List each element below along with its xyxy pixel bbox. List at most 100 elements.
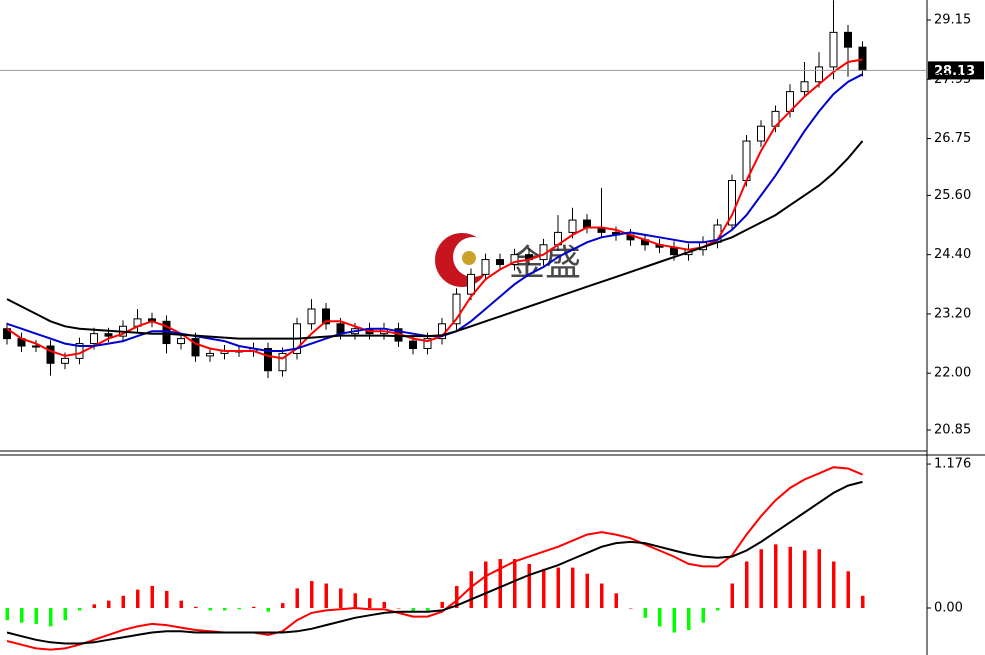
histogram-bar [469,571,473,608]
histogram-bar [687,607,691,631]
candle-body [177,338,185,345]
histogram-bar [194,606,198,608]
histogram-bar [817,549,821,608]
histogram-bar [237,607,241,610]
candle-body [757,125,765,142]
histogram-bar [571,567,575,608]
histogram-bar [339,588,343,608]
histogram-bar [310,581,314,608]
histogram-bar [513,559,517,608]
logo-dot [462,251,476,265]
candle-body [322,308,330,325]
histogram-bar [295,588,299,608]
candle-body [32,345,40,348]
histogram-bar [92,604,96,608]
y-tick-label: 24.40 [934,247,971,262]
candle-body [800,81,809,93]
histogram-bar [179,600,183,608]
histogram-bar [397,607,401,609]
candle-body [510,254,519,266]
candle-body [61,357,69,364]
histogram-bar [803,550,807,608]
candle-body [191,338,200,357]
histogram-bar [629,607,633,609]
y-tick-label: 20.85 [934,422,971,437]
histogram-bar [527,563,531,608]
histogram-bar [266,607,270,612]
histogram-bar [49,607,53,627]
histogram-bar [382,601,386,608]
histogram-bar [498,559,502,608]
histogram-bar [281,603,285,608]
line-series [6,140,864,340]
y-tick-label: 26.75 [934,131,971,146]
histogram-bar [614,593,618,608]
candle-body [728,180,736,226]
candles [3,0,867,379]
histogram-bar [440,601,444,608]
histogram-bar [150,585,154,608]
candle-body [423,338,432,349]
histogram-bar [20,607,24,623]
candle-body [467,273,475,295]
histogram-bar [252,606,256,608]
candle-body [90,333,98,345]
histogram-bar [788,546,792,608]
histogram-bar [556,567,560,608]
y-tick-label: 0.00 [934,600,963,615]
price-tag-label: 28.13 [934,64,975,79]
candle-body [858,46,867,71]
candle-body [206,352,214,357]
histogram-bar [5,607,9,621]
histogram-bar [223,607,227,611]
histogram-bar [585,573,589,608]
histogram-bar [861,595,865,608]
histogram-bar [107,600,111,608]
y-tick-label: 29.15 [934,13,971,28]
histogram-bar [774,544,778,608]
candle-body [104,333,113,337]
y-tick-label: 23.20 [934,306,971,321]
candle-body [844,31,852,48]
line-series [6,466,863,651]
histogram-bar [78,607,82,611]
price-tag [928,61,984,80]
histogram-bar [165,590,169,608]
histogram-bar [672,607,676,633]
candle-body [496,259,504,266]
candle-body [452,293,461,325]
line-series [6,480,863,645]
candle-body [568,219,577,233]
histogram-bar [121,595,125,608]
y-tick-label: 25.60 [934,188,971,203]
candle-body [815,66,823,83]
histogram-bar [759,549,763,608]
candle-body [829,31,838,68]
histogram-bar [353,593,357,608]
line-series [6,58,863,360]
histogram-bar [136,589,140,608]
histogram-bar [63,607,67,621]
histogram-bar [324,583,328,608]
histogram-bar [846,571,850,608]
histogram-bar [832,561,836,608]
candle-body [46,345,55,364]
histogram-bar [658,607,662,627]
histogram-bar [701,607,705,623]
candle-body [278,352,287,372]
y-tick-label: 27.95 [934,72,971,87]
candle-body [264,347,272,372]
candle-body [583,219,591,228]
histogram-bar [455,585,459,608]
candle-body [409,340,417,349]
histogram-bar [730,583,734,608]
histogram-bar [426,607,430,611]
histogram-bar [643,607,647,618]
histogram-bar [542,568,546,608]
histogram-bar [368,598,372,608]
candle-body [307,308,316,325]
y-tick-label: 22.00 [934,366,971,381]
histogram-bar [716,607,720,611]
histogram-bar [208,607,212,611]
